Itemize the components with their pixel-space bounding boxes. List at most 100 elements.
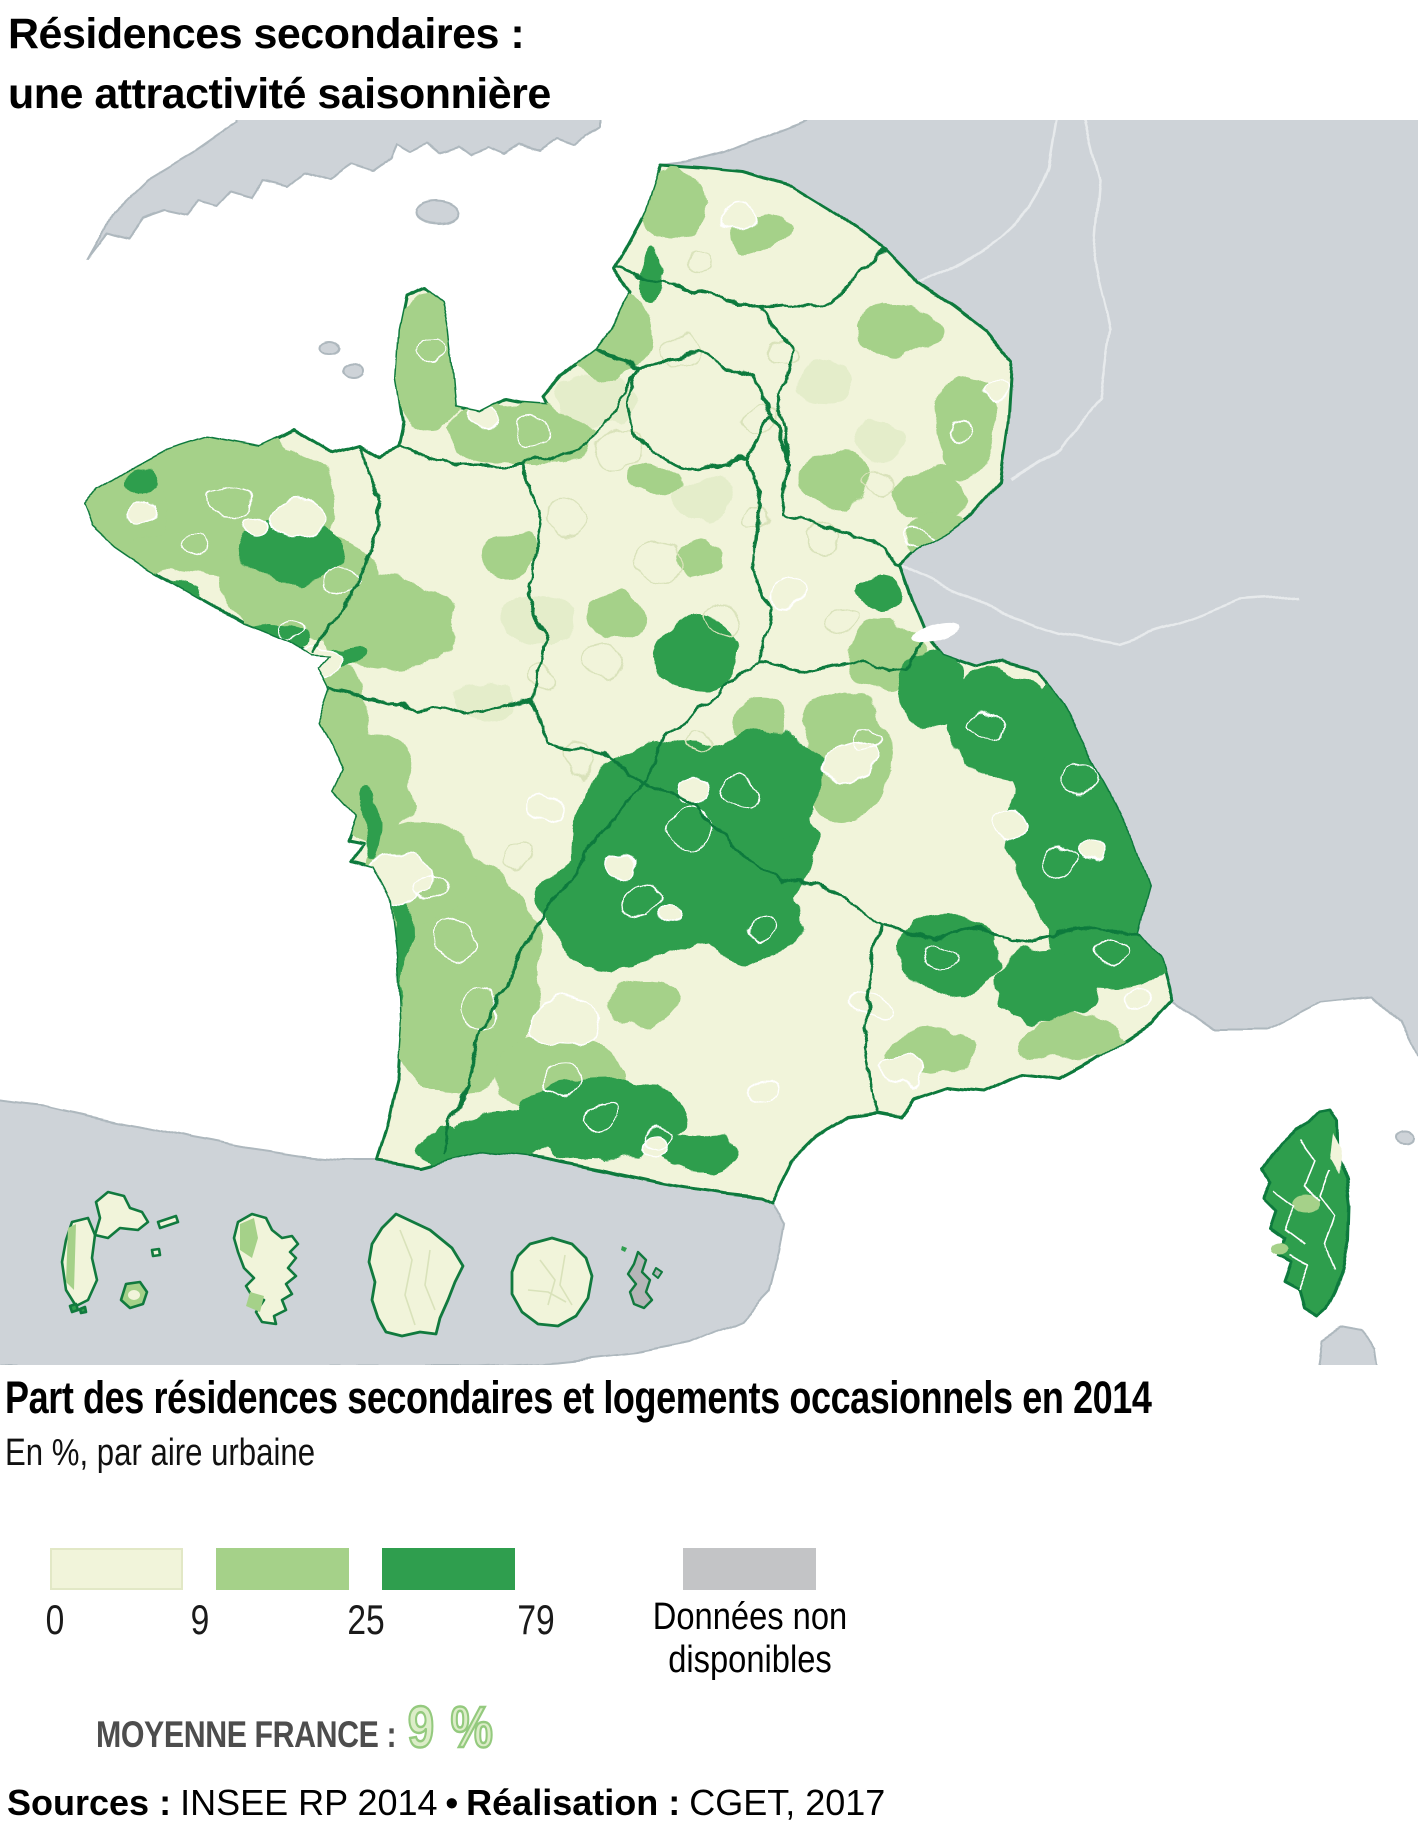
- legend-tick-79: 79: [517, 1596, 555, 1643]
- inset-mayotte: [621, 1246, 663, 1310]
- urban-boundary-ring: [178, 531, 212, 559]
- urban-area-patch-high: [457, 1112, 553, 1164]
- region-border-line: [639, 779, 883, 928]
- sources-text: INSEE RP 2014: [180, 1782, 438, 1823]
- urban-area-patch-high: [856, 577, 900, 613]
- region-border-line: [396, 366, 642, 470]
- realisation-text: CGET, 2017: [689, 1782, 886, 1823]
- urban-boundary-ring: [637, 541, 683, 579]
- urban-boundary-ring: [865, 468, 895, 492]
- legend-swatch-nodata: [683, 1548, 816, 1590]
- urban-area-patch-high: [993, 950, 1103, 1020]
- urban-boundary-ring: [460, 994, 500, 1026]
- tuscan-island: [1395, 1130, 1415, 1144]
- page-title-line1: Résidences secondaires :: [8, 10, 525, 58]
- legend-tick-9: 9: [190, 1596, 210, 1643]
- urban-boundary-ring: [646, 1128, 674, 1152]
- region-border-line: [639, 659, 761, 783]
- lake-geneva: [911, 622, 959, 644]
- region-border-line: [746, 454, 773, 663]
- legend-swatch-class2: [216, 1548, 349, 1590]
- corsica-plain-patch: [1330, 1136, 1341, 1174]
- legend-tick-0: 0: [45, 1596, 65, 1643]
- urban-boundary-ring: [947, 419, 973, 441]
- urban-core-patch: [127, 500, 157, 524]
- map-caption-unit: En %, par aire urbaine: [5, 1432, 316, 1474]
- urban-area-patch-medium: [629, 462, 681, 498]
- urban-area-patch-medium: [445, 403, 595, 467]
- urban-boundary-ring: [823, 606, 857, 634]
- urban-core-patch: [978, 380, 1008, 404]
- region-border-line: [310, 442, 384, 656]
- urban-area-patch-medium: [1023, 1016, 1133, 1064]
- average-france-value: 9 %: [407, 1694, 495, 1762]
- region-border-line: [861, 924, 883, 1114]
- urban-boundary-ring: [277, 619, 303, 641]
- corsica-inner-patch: [1270, 1243, 1288, 1255]
- urban-core-patch: [991, 806, 1029, 838]
- region-border-line: [760, 306, 793, 514]
- urban-boundary-ring: [687, 249, 713, 271]
- legend-swatch-class3: [382, 1548, 515, 1590]
- urban-area-patch-pale: [790, 360, 850, 400]
- urban-boundary-ring: [743, 916, 777, 944]
- region-border-line: [520, 466, 548, 702]
- urban-boundary-ring: [430, 920, 480, 960]
- urban-area-patch-high: [658, 617, 742, 693]
- urban-area-patch-high: [896, 650, 964, 726]
- realisation-label: Réalisation :: [466, 1782, 681, 1823]
- urban-core-patch: [529, 792, 561, 818]
- region-border-line: [444, 779, 643, 1154]
- overseas-insets: [60, 1190, 663, 1338]
- urban-core-patch: [645, 1137, 671, 1159]
- urban-boundary-ring: [581, 1104, 619, 1136]
- legend-swatch-class1: [50, 1548, 183, 1590]
- urban-core-patch: [463, 409, 497, 435]
- urban-boundary-ring: [207, 481, 253, 519]
- urban-area-patch-pale: [670, 478, 730, 522]
- urban-boundary-ring: [541, 1064, 579, 1096]
- urban-area-patch-pale: [560, 372, 640, 428]
- urban-boundary-ring: [595, 430, 645, 470]
- urban-boundary-ring: [619, 883, 661, 917]
- urban-boundary-ring: [561, 744, 599, 776]
- urban-core-patch: [743, 1077, 781, 1107]
- inset-guyane: [367, 1212, 465, 1338]
- urban-core-patch: [1079, 841, 1105, 863]
- urban-boundary-ring: [413, 876, 447, 904]
- inset-martinique: [232, 1212, 300, 1326]
- average-france-label: MOYENNE FRANCE :: [96, 1714, 397, 1755]
- urban-boundary-ring: [845, 728, 875, 752]
- urban-area-patch-high: [540, 840, 690, 970]
- urban-area-patch-pale: [854, 422, 906, 458]
- urban-area-patch-high: [705, 730, 825, 840]
- urban-area-patch-medium: [802, 450, 874, 506]
- urban-boundary-ring: [701, 604, 739, 636]
- page-title: Résidences secondaires : une attractivit…: [8, 4, 551, 124]
- isle-of-wight: [415, 201, 461, 225]
- urban-area-patch-high: [641, 246, 659, 298]
- page-title-line2: une attractivité saisonnière: [8, 70, 551, 118]
- urban-area-patch-high: [362, 784, 382, 860]
- urban-boundary-ring: [659, 333, 701, 367]
- urban-boundary-ring: [923, 946, 957, 974]
- urban-core-patch: [818, 739, 872, 785]
- urban-boundary-ring: [503, 846, 537, 874]
- urban-core-patch: [530, 995, 600, 1049]
- channel-island: [320, 340, 340, 354]
- foreign-country-borders: [898, 119, 1301, 644]
- region-borders: [310, 247, 1138, 1154]
- urban-area-patch-medium: [890, 469, 970, 521]
- urban-core-patch: [604, 849, 636, 875]
- channel-island: [341, 362, 363, 378]
- legend-tick-25: 25: [347, 1596, 385, 1643]
- region-border-line: [781, 510, 901, 568]
- urban-boundary-ring: [511, 414, 549, 446]
- sources-line: Sources : INSEE RP 2014 • Réalisation : CGET…: [7, 1782, 885, 1824]
- urban-area-patch-medium: [475, 533, 535, 577]
- urban-area-patch-high: [118, 466, 158, 490]
- urban-core-patch: [1124, 990, 1152, 1014]
- region-border-line: [329, 689, 533, 714]
- average-france: MOYENNE FRANCE : 9 %: [96, 1694, 495, 1762]
- region-border-line: [529, 698, 643, 783]
